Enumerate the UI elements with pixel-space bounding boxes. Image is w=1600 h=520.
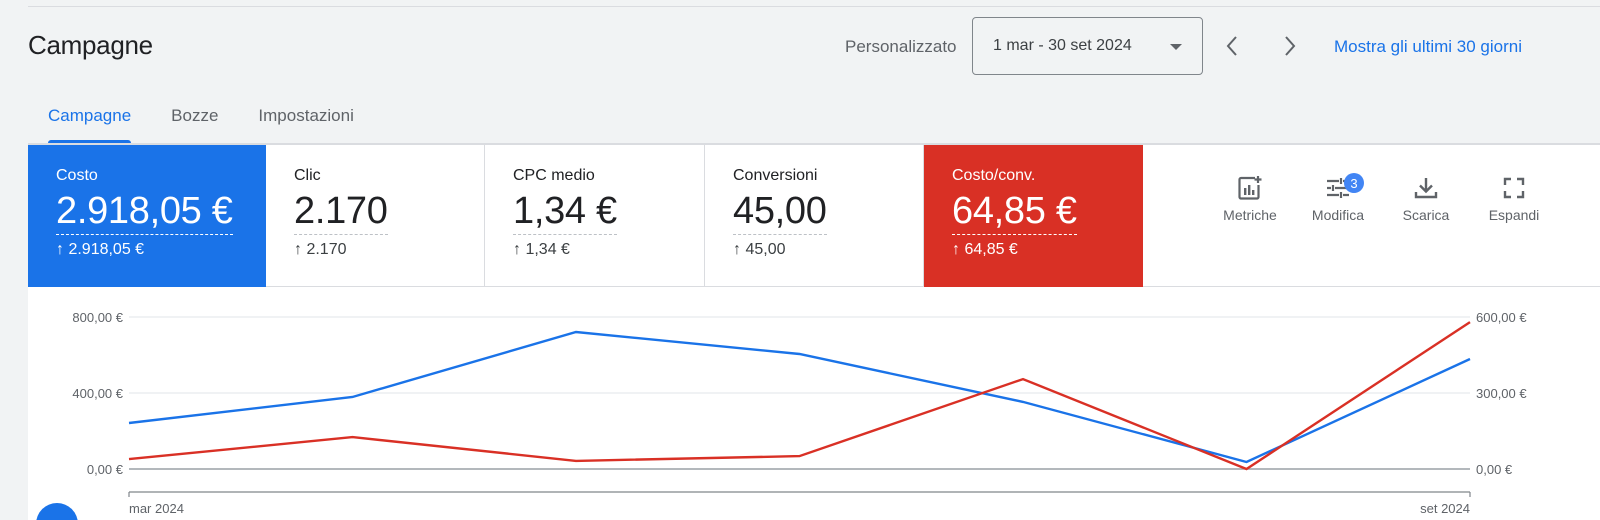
scorecard-delta: ↑ 64,85 € bbox=[952, 241, 1018, 258]
top-divider bbox=[28, 6, 1600, 7]
edit-button[interactable]: 3 Modifica bbox=[1294, 173, 1382, 223]
previous-period-button[interactable] bbox=[1217, 30, 1247, 62]
right-axis-tick: 300,00 € bbox=[1476, 386, 1527, 401]
chevron-right-icon bbox=[1285, 36, 1296, 56]
download-icon bbox=[1414, 178, 1438, 199]
scorecard-costo-conv[interactable]: Costo/conv. 64,85 € ↑ 64,85 € bbox=[924, 145, 1143, 287]
date-range-dropdown[interactable]: 1 mar - 30 set 2024 bbox=[972, 17, 1203, 75]
left-axis-tick: 400,00 € bbox=[72, 386, 123, 401]
metrics-label: Metriche bbox=[1223, 207, 1277, 223]
scorecard-row: Costo 2.918,05 € ↑ 2.918,05 € Clic 2.170… bbox=[28, 145, 1600, 287]
scorecard-label: Costo bbox=[56, 167, 98, 184]
left-axis-tick: 0,00 € bbox=[87, 462, 124, 477]
scorecard-label: Conversioni bbox=[733, 167, 818, 184]
tab-impostazioni[interactable]: Impostazioni bbox=[258, 106, 354, 125]
series-line-costo[interactable] bbox=[128, 330, 1471, 464]
x-axis-tick: set 2024 bbox=[1420, 501, 1470, 516]
scorecard-cpc-medio[interactable]: CPC medio 1,34 € ↑ 1,34 € bbox=[485, 145, 705, 287]
left-axis-tick: 800,00 € bbox=[72, 310, 123, 325]
scorecard-value: 45,00 bbox=[733, 189, 827, 235]
scorecard-label: Clic bbox=[294, 167, 321, 184]
line-chart: 0,00 € 0,00 € 400,00 € 300,00 € 800,00 € 600,… bbox=[72, 310, 1527, 516]
scorecard-value: 64,85 € bbox=[952, 189, 1077, 235]
scorecard-delta: ↑ 2.918,05 € bbox=[56, 241, 145, 258]
download-label: Scarica bbox=[1402, 207, 1450, 223]
date-range-type-label: Personalizzato bbox=[845, 37, 957, 56]
add-chart-icon bbox=[1238, 176, 1262, 200]
scorecard-value: 2.918,05 € bbox=[56, 189, 233, 235]
scorecard-label: Costo/conv. bbox=[952, 167, 1036, 184]
scorecard-value: 1,34 € bbox=[513, 189, 617, 235]
floating-action-button[interactable] bbox=[36, 503, 78, 520]
tab-bozze[interactable]: Bozze bbox=[171, 106, 219, 125]
metrics-button[interactable]: Metriche bbox=[1206, 175, 1294, 223]
scorecard-label: CPC medio bbox=[513, 167, 595, 184]
date-range-value: 1 mar - 30 set 2024 bbox=[993, 37, 1132, 54]
scorecard-costo[interactable]: Costo 2.918,05 € ↑ 2.918,05 € bbox=[28, 145, 266, 287]
series-line-costo-conv-[interactable] bbox=[128, 321, 1471, 471]
x-axis-tick: mar 2024 bbox=[129, 501, 184, 516]
edit-label: Modifica bbox=[1311, 207, 1365, 223]
expand-label: Espandi bbox=[1488, 207, 1540, 223]
right-axis-tick: 600,00 € bbox=[1476, 310, 1527, 325]
expand-button[interactable]: Espandi bbox=[1470, 175, 1558, 223]
scorecard-delta: ↑ 1,34 € bbox=[513, 241, 570, 258]
scorecard-delta: ↑ 2.170 bbox=[294, 241, 347, 258]
next-period-button[interactable] bbox=[1275, 30, 1305, 62]
chart-toolbar: Metriche 3 Modifica Scarica Espandi bbox=[1206, 173, 1558, 223]
download-button[interactable]: Scarica bbox=[1382, 175, 1470, 223]
fullscreen-icon bbox=[1503, 177, 1525, 199]
show-last-30-days-link[interactable]: Mostra gli ultimi 30 giorni bbox=[1334, 37, 1523, 56]
page-title: Campagne bbox=[28, 30, 153, 60]
scorecard-conversioni[interactable]: Conversioni 45,00 ↑ 45,00 bbox=[705, 145, 924, 287]
dropdown-caret-icon bbox=[1170, 44, 1182, 50]
right-axis-tick: 0,00 € bbox=[1476, 462, 1513, 477]
filter-count-badge: 3 bbox=[1344, 173, 1364, 193]
performance-chart: 0,00 € 0,00 € 400,00 € 300,00 € 800,00 € 600,… bbox=[28, 287, 1600, 520]
scorecard-clic[interactable]: Clic 2.170 ↑ 2.170 bbox=[266, 145, 485, 287]
scorecard-value: 2.170 bbox=[294, 189, 388, 235]
tabs-divider bbox=[28, 143, 1600, 145]
chevron-left-icon bbox=[1226, 36, 1237, 56]
tab-campagne[interactable]: Campagne bbox=[28, 88, 151, 144]
scorecard-delta: ↑ 45,00 bbox=[733, 241, 786, 258]
tab-bar: Campagne Bozze Impostazioni bbox=[28, 88, 374, 144]
